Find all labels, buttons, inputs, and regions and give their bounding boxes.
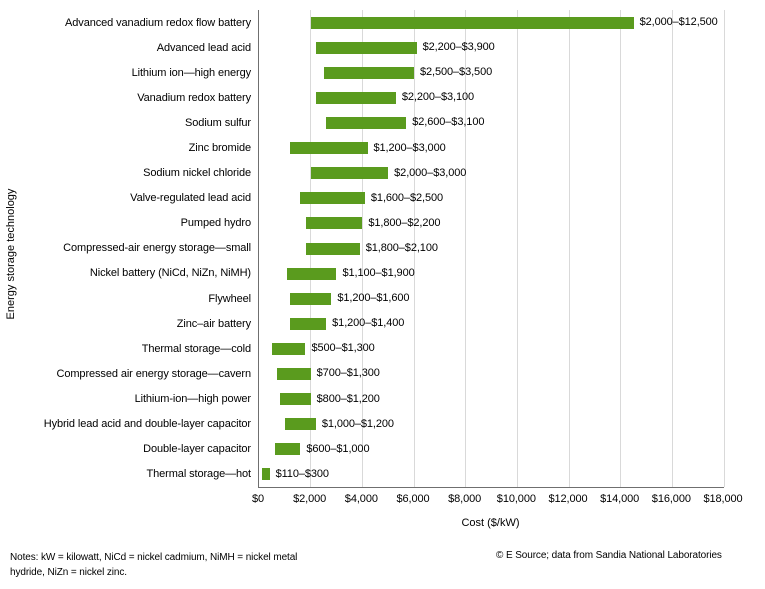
bar xyxy=(284,418,316,431)
gridline xyxy=(620,10,622,487)
bar xyxy=(310,167,389,180)
category-label: Advanced vanadium redox flow battery xyxy=(65,16,251,29)
value-label: $1,800–$2,200 xyxy=(368,216,441,229)
value-label: $110–$300 xyxy=(275,467,329,480)
category-label: Zinc bromide xyxy=(188,142,251,155)
bar xyxy=(290,292,332,305)
bar xyxy=(300,192,365,205)
gridline xyxy=(723,10,725,487)
value-label: $600–$1,000 xyxy=(306,442,370,455)
category-axis: Advanced vanadium redox flow battery Adva… xyxy=(0,10,251,487)
x-tick-row: $0 $2,000 $4,000 $6,000 $8,000 $10,000 $12,000… xyxy=(252,493,743,507)
x-tick-label: $16,000 xyxy=(651,493,691,505)
category-label: Thermal storage—hot xyxy=(146,468,252,481)
plot-area: $2,000–$12,500 $2,200–$3,900 $2,500–$3,500… xyxy=(258,10,725,488)
category-label: Thermal storage—cold xyxy=(141,342,251,355)
value-label: $2,600–$3,100 xyxy=(412,116,485,129)
value-label: $2,200–$3,100 xyxy=(401,91,475,104)
category-label: Lithium ion—high energy xyxy=(131,66,251,79)
bar xyxy=(274,443,301,456)
x-tick-label: $12,000 xyxy=(548,493,588,505)
gridline xyxy=(413,10,415,487)
category-label: Hybrid lead acid and double-layer capaci… xyxy=(43,418,251,431)
value-label: $1,000–$1,200 xyxy=(321,417,394,430)
value-label: $2,000–$3,000 xyxy=(394,166,467,179)
category-label: Lithium-ion—high power xyxy=(134,392,252,405)
x-tick-label: $6,000 xyxy=(396,493,430,505)
bar xyxy=(290,317,327,330)
category-label: Nickel battery (NiCd, NiZn, NiMH) xyxy=(89,267,251,280)
value-label: $2,000–$12,500 xyxy=(639,16,718,28)
value-label: $1,200–$3,000 xyxy=(373,141,446,154)
bar xyxy=(261,468,270,481)
value-label: $1,600–$2,500 xyxy=(370,191,444,204)
value-label: $1,200–$1,400 xyxy=(332,317,405,330)
category-label: Compressed-air energy storage—small xyxy=(63,242,251,255)
gridline xyxy=(568,10,570,487)
value-label: $1,100–$1,900 xyxy=(342,267,415,280)
bar xyxy=(315,41,417,54)
x-tick-label: $0 xyxy=(251,493,265,505)
credit-line: © E Source; data from Sandia National La… xyxy=(496,550,722,561)
category-label: Flywheel xyxy=(208,292,251,305)
x-tick-label: $8,000 xyxy=(448,493,482,505)
x-tick-label: $14,000 xyxy=(600,493,640,505)
bar xyxy=(323,66,414,79)
bar xyxy=(287,267,337,280)
value-label: $500–$1,300 xyxy=(311,342,375,355)
bar xyxy=(271,342,306,355)
bar xyxy=(279,393,311,406)
x-tick-label: $10,000 xyxy=(496,493,536,505)
category-label: Advanced lead acid xyxy=(156,41,251,54)
value-label: $2,500–$3,500 xyxy=(420,66,493,79)
category-label: Vanadium redox battery xyxy=(137,91,251,104)
bar xyxy=(315,91,396,104)
category-label: Sodium nickel chloride xyxy=(143,167,251,180)
category-label: Sodium sulfur xyxy=(185,116,251,129)
category-label: Zinc–air battery xyxy=(176,317,251,330)
gridline xyxy=(361,10,363,487)
category-label: Double-layer capacitor xyxy=(143,443,251,456)
x-tick-label: $4,000 xyxy=(344,493,378,505)
value-label: $700–$1,300 xyxy=(316,367,380,380)
bar xyxy=(290,142,368,155)
category-label: Valve-regulated lead acid xyxy=(130,192,251,205)
footer-notes: Notes: kW = kilowatt, NiCd = nickel cadm… xyxy=(10,550,297,580)
value-label: $1,200–$1,600 xyxy=(337,292,410,305)
bar xyxy=(326,116,407,129)
value-label: $800–$1,200 xyxy=(316,392,380,405)
gridline xyxy=(465,10,467,487)
bar xyxy=(310,16,634,29)
category-label: Pumped hydro xyxy=(180,217,251,230)
x-axis-title: Cost ($/kW) xyxy=(461,517,520,529)
bar xyxy=(305,217,363,230)
gridline xyxy=(516,10,518,487)
value-label: $1,800–$2,100 xyxy=(365,241,438,254)
footer-notes-line2: hydride, NiZn = nickel zinc. xyxy=(10,567,127,578)
category-label: Compressed air energy storage—cavern xyxy=(56,367,252,380)
gridline xyxy=(671,10,673,487)
bar xyxy=(277,368,311,381)
x-tick-label: $2,000 xyxy=(293,493,327,505)
bar xyxy=(305,242,360,255)
footer-notes-line1: Notes: kW = kilowatt, NiCd = nickel cadm… xyxy=(10,552,298,563)
x-tick-label: $18,000 xyxy=(703,493,743,505)
value-label: $2,200–$3,900 xyxy=(422,41,495,54)
